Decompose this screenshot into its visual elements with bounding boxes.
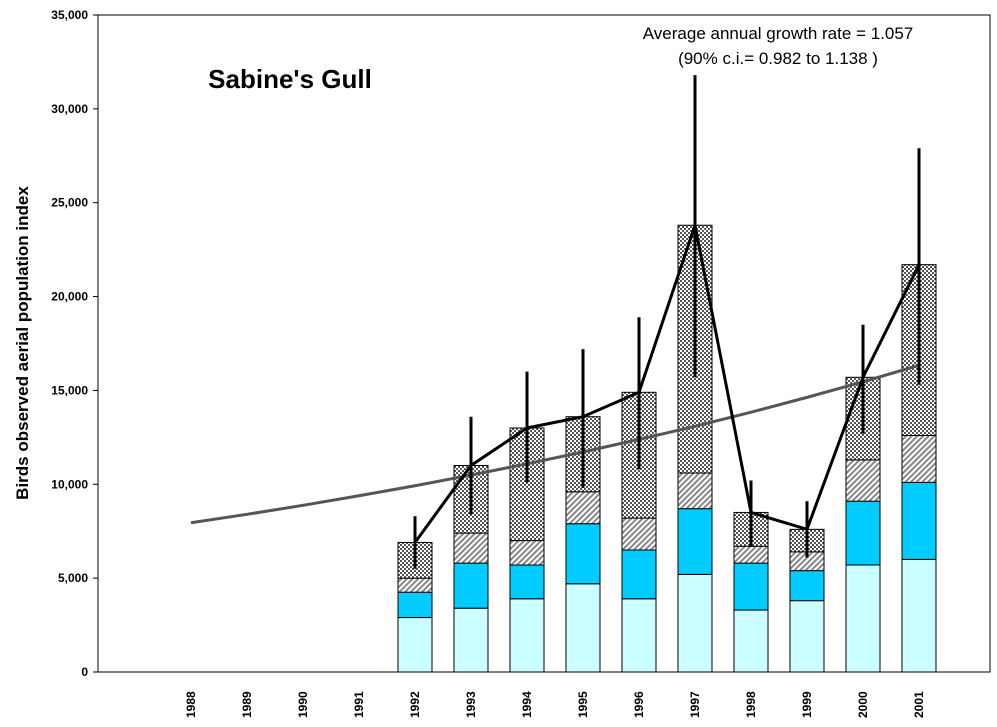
annotation: (90% c.i.= 0.982 to 1.138 ) — [678, 49, 878, 68]
bar-segment — [789, 570, 825, 602]
bar-segment — [845, 500, 881, 566]
bar-segment — [453, 562, 489, 609]
y-tick-label: 20,000 — [51, 290, 88, 304]
x-tick-label: 1995 — [576, 691, 590, 718]
y-tick-label: 5,000 — [58, 571, 88, 585]
x-tick-label: 1988 — [184, 691, 198, 718]
trend-line — [190, 363, 920, 525]
y-tick-label: 25,000 — [51, 196, 88, 210]
bar-segment — [453, 607, 489, 673]
x-tick-label: 2000 — [856, 691, 870, 718]
x-tick-label: 1994 — [520, 691, 534, 718]
bar-segment — [677, 508, 713, 575]
x-tick-label: 1998 — [744, 691, 758, 718]
bar-segment — [509, 564, 545, 600]
y-tick-label: 15,000 — [51, 383, 88, 397]
x-tick-label: 1993 — [464, 691, 478, 718]
y-tick-label: 10,000 — [51, 477, 88, 491]
bar-segment — [621, 517, 657, 551]
bar-segment — [845, 564, 881, 673]
bar-segment — [789, 600, 825, 673]
bar-segment — [733, 609, 769, 673]
y-tick-label: 35,000 — [51, 8, 88, 22]
y-tick-label: 0 — [81, 665, 88, 679]
bar-segment — [845, 459, 881, 502]
bar-segment — [565, 523, 601, 585]
bar-segment — [565, 491, 601, 525]
y-tick-label: 30,000 — [51, 102, 88, 116]
x-tick-label: 1999 — [800, 691, 814, 718]
index-line — [413, 219, 921, 544]
x-tick-label: 1996 — [632, 691, 646, 718]
y-axis-label: Birds observed aerial population index — [13, 186, 32, 500]
bar-segment — [621, 549, 657, 600]
bar-segment — [677, 573, 713, 673]
x-tick-label: 1997 — [688, 691, 702, 718]
bar-segment — [397, 591, 433, 619]
bar-segment — [397, 617, 433, 673]
bar-segment — [733, 545, 769, 564]
bar-segment — [901, 558, 937, 673]
bar-segment — [901, 481, 937, 560]
bar-segment — [397, 577, 433, 593]
bar-segment — [453, 532, 489, 564]
x-tick-label: 2001 — [912, 691, 926, 718]
bar-segment — [621, 598, 657, 673]
bar-segment — [565, 583, 601, 673]
x-tick-label: 1991 — [352, 691, 366, 718]
bar-segment — [901, 434, 937, 483]
x-tick-label: 1990 — [296, 691, 310, 718]
annotation: Average annual growth rate = 1.057 — [643, 24, 913, 43]
x-tick-label: 1989 — [240, 691, 254, 718]
bar-segment — [677, 472, 713, 510]
x-tick-label: 1992 — [408, 691, 422, 718]
bar-segment — [509, 540, 545, 566]
chart-title: Sabine's Gull — [208, 64, 372, 94]
bar-segment — [733, 562, 769, 611]
bar-segment — [509, 427, 545, 542]
bar-segment — [509, 598, 545, 673]
